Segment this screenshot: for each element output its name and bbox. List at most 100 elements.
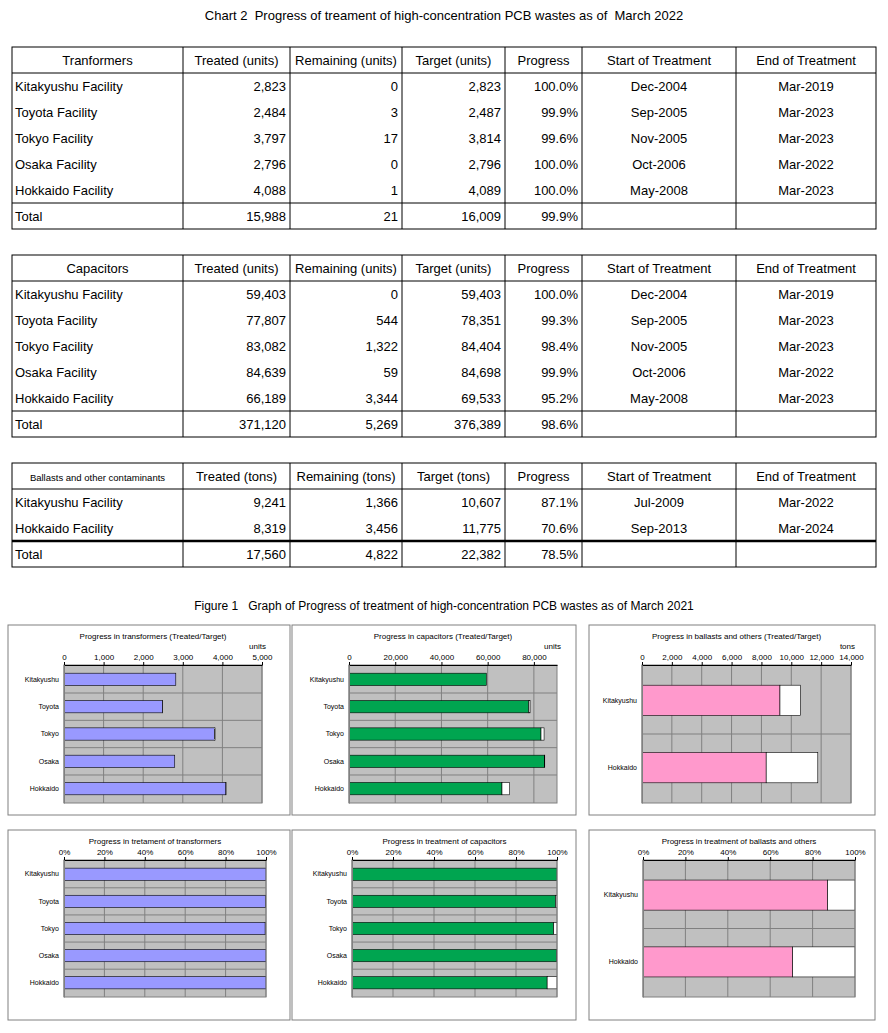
table-cell: 2,487 [468, 105, 501, 120]
chart-panel: 0%20%40%60%80%100%KitakyushuToyotaTokyoO… [8, 830, 290, 1020]
tick: 80% [805, 848, 821, 860]
table-cell: 3,344 [365, 391, 398, 406]
tick-label: 14,000 [839, 653, 864, 662]
tick: 80,000 [522, 653, 547, 665]
tick-label: 12,000 [809, 653, 834, 662]
table-cell: 0 [391, 79, 398, 94]
tick: 20% [385, 848, 401, 860]
axis-unit: units [249, 642, 266, 651]
category-label: Kitakyushu [313, 870, 347, 878]
figure-title: Figure 1 Graph of Progress of treatment … [194, 599, 694, 613]
table-cell: Mar-2023 [778, 131, 834, 146]
table-cell: 4,089 [468, 183, 501, 198]
tick-label: 80% [508, 848, 524, 857]
table-col-line [505, 255, 506, 437]
axis-line [65, 665, 263, 666]
tick-label: 1,000 [94, 653, 115, 662]
chart-title: Progress in ballasts and others (Treated… [652, 632, 821, 641]
tick: 40% [720, 848, 736, 860]
tick-label: 100% [845, 848, 865, 857]
table-header: Treated (units) [194, 261, 278, 276]
tick: 0% [638, 848, 650, 860]
table-cell: Osaka Facility [15, 365, 97, 380]
tick: 1,000 [94, 653, 115, 665]
table-cell: 17,560 [246, 547, 286, 562]
axis-line [353, 860, 558, 861]
table-cell: Jul-2009 [634, 495, 684, 510]
panel-box [8, 625, 290, 815]
table-header: Progress [517, 261, 570, 276]
panel-box [292, 830, 576, 1020]
category-label: Tokyo [41, 925, 59, 933]
tick-label: 80,000 [522, 653, 547, 662]
chart-panel: 0%20%40%60%80%100%KitakyushuToyotaTokyoO… [292, 830, 576, 1020]
bar [352, 977, 547, 989]
row-separator [352, 914, 557, 915]
table-cell: 3,797 [253, 131, 286, 146]
tick: 20,000 [383, 653, 408, 665]
row-separator [64, 747, 262, 748]
tick-label: 0 [640, 653, 645, 662]
bar [828, 880, 855, 910]
tick: 100% [547, 848, 567, 860]
tick-mark [851, 662, 852, 665]
tick-label: 0% [638, 848, 650, 857]
x-axis: 0%20%40%60%80%100% [638, 848, 866, 861]
bar [349, 728, 541, 740]
tick-mark [534, 662, 535, 665]
table-cell: 3,814 [468, 131, 501, 146]
panel-box [292, 625, 576, 815]
axis-line [349, 666, 350, 804]
tick: 40,000 [430, 653, 455, 665]
category-label: Kitakyushu [310, 676, 344, 684]
table-header: Start of Treatment [607, 53, 711, 68]
bar [780, 685, 800, 715]
category-label: Toyota [326, 898, 347, 906]
tick-label: 60% [467, 848, 483, 857]
plot-frame [642, 665, 851, 803]
y-axis: KitakyushuHokkaido [603, 666, 643, 804]
category-label: Hokkaido [318, 979, 347, 986]
table-cell: 544 [376, 313, 398, 328]
chart-title: Progress in capacitors (Treated/Target) [374, 632, 513, 641]
tick-label: 8,000 [752, 653, 773, 662]
table-cell: 100.0% [534, 287, 579, 302]
table: CapacitorsTreated (units)Remaining (unit… [12, 255, 876, 437]
table-cell: 84,639 [246, 365, 286, 380]
bars [64, 673, 226, 795]
table-cell: 2,796 [253, 157, 286, 172]
tick: Kitakyushu [25, 676, 59, 684]
bar [352, 950, 557, 962]
category-label: Kitakyushu [604, 891, 638, 899]
tick-mark [183, 662, 184, 665]
table-header: Start of Treatment [607, 261, 711, 276]
tick: Toyota [323, 703, 344, 711]
tick-mark [821, 662, 822, 665]
axis-unit: units [544, 642, 561, 651]
tick-label: 60% [178, 848, 194, 857]
table-cell: Total [15, 209, 43, 224]
table-cell: Mar-2022 [778, 495, 834, 510]
category-label: Hokkaido [609, 958, 638, 965]
grid [643, 860, 855, 997]
tick-label: 40% [426, 848, 442, 857]
panel-box [589, 830, 875, 1020]
table-cell: 15,988 [246, 209, 286, 224]
row-separator [64, 969, 266, 970]
tick-mark [855, 857, 856, 860]
plot-area [64, 665, 262, 803]
tick: 60% [178, 848, 194, 860]
x-axis: 02,0004,0006,0008,00010,00012,00014,000 [640, 653, 864, 666]
bar [642, 685, 780, 715]
tick-mark [104, 857, 105, 860]
tick: 60% [467, 848, 483, 860]
tick-label: 20% [97, 848, 113, 857]
tick: Kitakyushu [25, 870, 59, 878]
table-cell: Hokkaido Facility [15, 391, 114, 406]
table-col-line [736, 47, 737, 229]
table-header: Treated (units) [194, 53, 278, 68]
tick-label: 40% [720, 848, 736, 857]
x-axis: 01,0002,0003,0004,0005,000 [62, 653, 273, 666]
table-cell: Mar-2024 [778, 521, 834, 536]
tick-mark [395, 662, 396, 665]
